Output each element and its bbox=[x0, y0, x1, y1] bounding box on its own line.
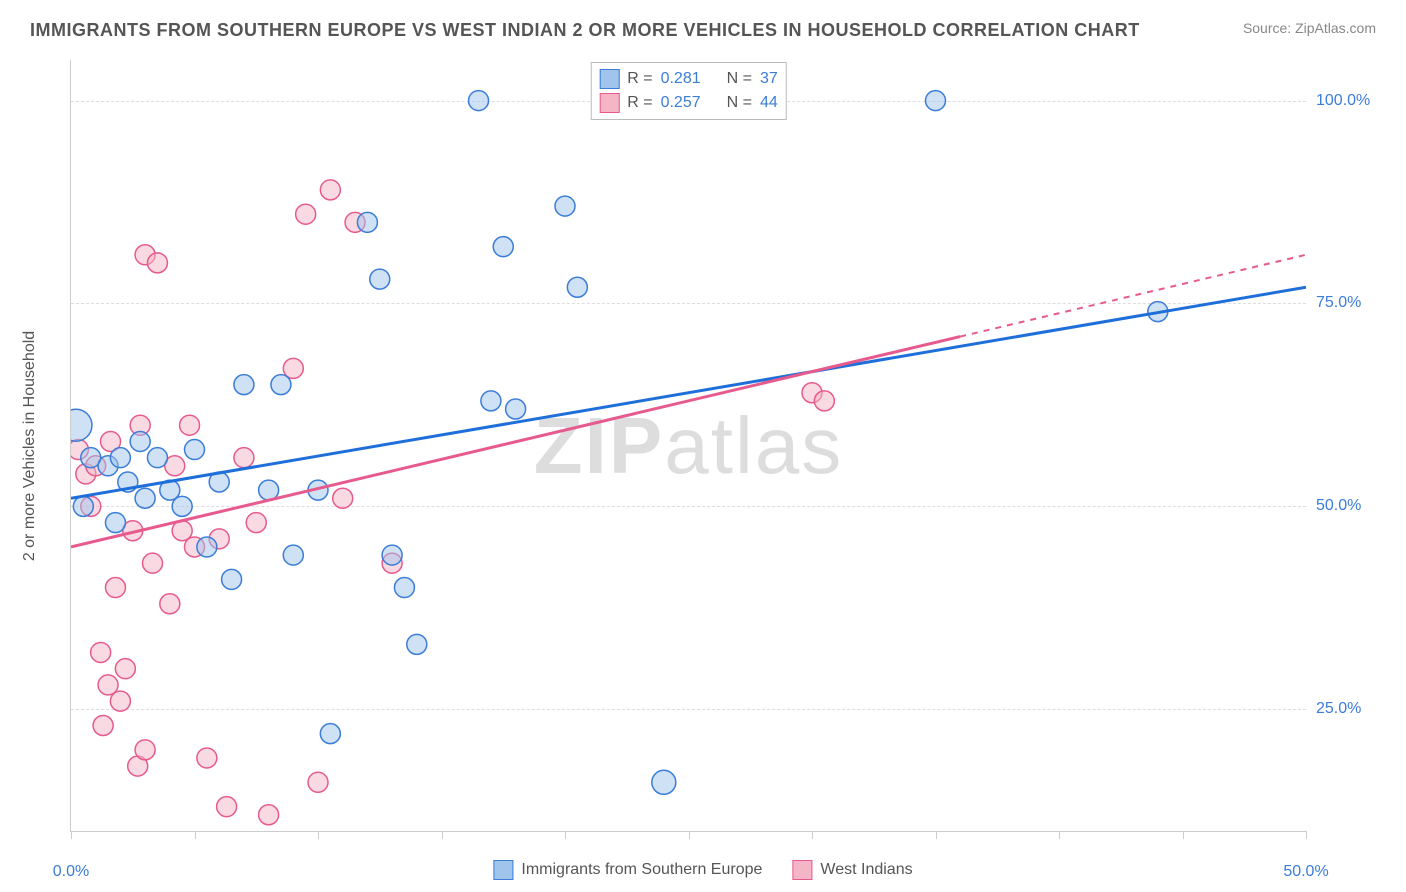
data-point bbox=[493, 237, 513, 257]
x-tick bbox=[442, 831, 443, 839]
chart-container: IMMIGRANTS FROM SOUTHERN EUROPE VS WEST … bbox=[0, 0, 1406, 892]
data-point bbox=[357, 212, 377, 232]
swatch-icon bbox=[599, 69, 619, 89]
data-point bbox=[197, 537, 217, 557]
data-point bbox=[333, 488, 353, 508]
x-tick bbox=[71, 831, 72, 839]
x-tick bbox=[565, 831, 566, 839]
chart-plot-area: ZIPatlas R = 0.281 N = 37 R = 0.257 N = … bbox=[70, 60, 1306, 832]
data-point bbox=[130, 431, 150, 451]
y-tick-label: 50.0% bbox=[1316, 497, 1386, 515]
data-point bbox=[246, 513, 266, 533]
data-point bbox=[71, 409, 92, 441]
data-point bbox=[73, 496, 93, 516]
legend-series: Immigrants from Southern Europe West Ind… bbox=[493, 860, 912, 880]
data-point bbox=[320, 724, 340, 744]
title-row: IMMIGRANTS FROM SOUTHERN EUROPE VS WEST … bbox=[30, 20, 1376, 41]
data-point bbox=[135, 740, 155, 760]
y-tick-label: 100.0% bbox=[1316, 92, 1386, 110]
x-tick bbox=[1059, 831, 1060, 839]
y-axis-title: 2 or more Vehicles in Household bbox=[21, 331, 39, 561]
legend-item: Immigrants from Southern Europe bbox=[493, 860, 762, 880]
legend-correlation: R = 0.281 N = 37 R = 0.257 N = 44 bbox=[590, 62, 787, 120]
data-point bbox=[135, 488, 155, 508]
data-point bbox=[259, 805, 279, 825]
data-point bbox=[283, 545, 303, 565]
x-tick bbox=[1306, 831, 1307, 839]
source-label: Source: ZipAtlas.com bbox=[1243, 20, 1376, 36]
legend-row: R = 0.257 N = 44 bbox=[599, 91, 778, 115]
swatch-icon bbox=[493, 860, 513, 880]
data-point bbox=[481, 391, 501, 411]
data-point bbox=[222, 569, 242, 589]
data-point bbox=[652, 770, 676, 794]
data-point bbox=[217, 797, 237, 817]
data-point bbox=[180, 415, 200, 435]
n-label: N = bbox=[727, 70, 752, 88]
data-point bbox=[110, 691, 130, 711]
legend-item-label: Immigrants from Southern Europe bbox=[521, 861, 762, 879]
y-tick-label: 25.0% bbox=[1316, 700, 1386, 718]
data-point bbox=[147, 253, 167, 273]
data-point bbox=[110, 448, 130, 468]
r-value: 0.257 bbox=[661, 94, 701, 112]
data-point bbox=[172, 496, 192, 516]
data-point bbox=[506, 399, 526, 419]
x-tick bbox=[1183, 831, 1184, 839]
data-point bbox=[555, 196, 575, 216]
data-point bbox=[93, 715, 113, 735]
data-point bbox=[115, 659, 135, 679]
r-label: R = bbox=[627, 94, 652, 112]
data-point bbox=[382, 545, 402, 565]
data-point bbox=[814, 391, 834, 411]
data-point bbox=[407, 634, 427, 654]
data-point bbox=[370, 269, 390, 289]
data-point bbox=[234, 448, 254, 468]
n-value: 37 bbox=[760, 70, 778, 88]
x-tick-label: 0.0% bbox=[53, 863, 89, 881]
data-point bbox=[91, 642, 111, 662]
data-point bbox=[105, 578, 125, 598]
x-tick bbox=[689, 831, 690, 839]
data-point bbox=[394, 578, 414, 598]
data-point bbox=[234, 375, 254, 395]
data-point bbox=[185, 440, 205, 460]
x-tick bbox=[936, 831, 937, 839]
n-label: N = bbox=[727, 94, 752, 112]
r-value: 0.281 bbox=[661, 70, 701, 88]
data-point bbox=[296, 204, 316, 224]
swatch-icon bbox=[599, 93, 619, 113]
legend-item: West Indians bbox=[792, 860, 912, 880]
scatter-svg bbox=[71, 60, 1306, 831]
swatch-icon bbox=[792, 860, 812, 880]
trend-line bbox=[71, 337, 960, 547]
data-point bbox=[308, 772, 328, 792]
x-tick bbox=[812, 831, 813, 839]
data-point bbox=[197, 748, 217, 768]
x-tick bbox=[195, 831, 196, 839]
legend-row: R = 0.281 N = 37 bbox=[599, 67, 778, 91]
data-point bbox=[143, 553, 163, 573]
x-tick-label: 50.0% bbox=[1283, 863, 1328, 881]
data-point bbox=[469, 91, 489, 111]
data-point bbox=[926, 91, 946, 111]
data-point bbox=[567, 277, 587, 297]
chart-title: IMMIGRANTS FROM SOUTHERN EUROPE VS WEST … bbox=[30, 20, 1140, 41]
trend-line bbox=[71, 287, 1306, 498]
n-value: 44 bbox=[760, 94, 778, 112]
data-point bbox=[147, 448, 167, 468]
data-point bbox=[160, 594, 180, 614]
y-tick-label: 75.0% bbox=[1316, 294, 1386, 312]
r-label: R = bbox=[627, 70, 652, 88]
x-tick bbox=[318, 831, 319, 839]
data-point bbox=[320, 180, 340, 200]
legend-item-label: West Indians bbox=[820, 861, 912, 879]
data-point bbox=[271, 375, 291, 395]
data-point bbox=[105, 513, 125, 533]
